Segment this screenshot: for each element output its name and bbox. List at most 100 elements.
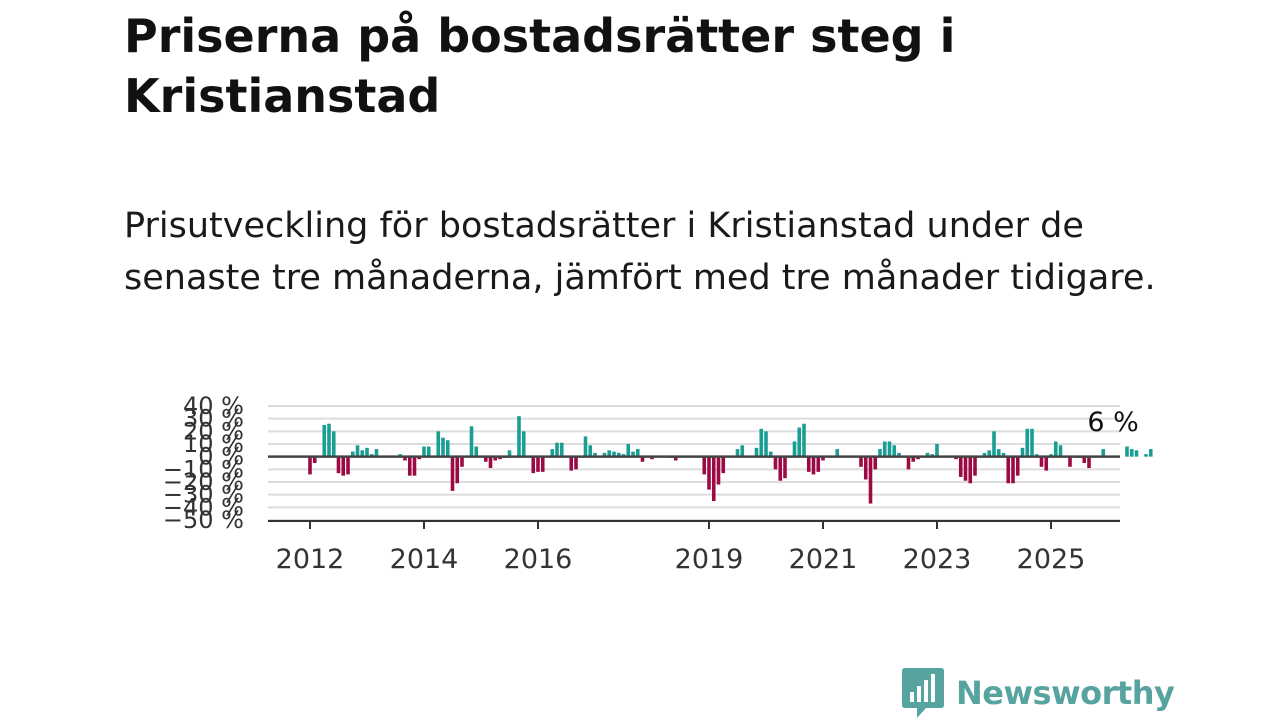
bar — [327, 423, 331, 457]
bar — [550, 449, 555, 457]
y-tick-label: 0 % — [198, 443, 244, 471]
bar — [588, 445, 593, 457]
grid-lines — [268, 405, 1120, 521]
y-tick-label: −30 % — [163, 481, 244, 509]
bar — [531, 456, 536, 474]
bar — [806, 456, 811, 472]
bar — [882, 441, 887, 457]
bar — [1148, 449, 1153, 457]
bar — [702, 456, 707, 475]
bar — [792, 441, 797, 457]
bar — [935, 444, 939, 457]
bar — [631, 451, 635, 457]
bar — [369, 454, 374, 457]
bar — [474, 446, 479, 457]
bar — [450, 456, 455, 491]
bar — [536, 456, 540, 472]
bar — [483, 456, 488, 462]
bar — [958, 456, 963, 477]
bar — [360, 450, 365, 457]
bar — [925, 452, 930, 457]
bar — [417, 456, 422, 460]
bar — [583, 436, 588, 457]
bar — [906, 456, 911, 470]
y-tick-label: 30 % — [183, 405, 244, 433]
bar — [1020, 447, 1025, 457]
x-tick-label: 2012 — [276, 544, 345, 575]
bar — [897, 452, 901, 457]
x-tick-label: 2021 — [789, 544, 858, 575]
bar — [350, 451, 355, 457]
newsworthy-logo[interactable]: Newsworthy — [902, 668, 1175, 718]
bar — [892, 445, 897, 457]
bar — [707, 456, 711, 490]
bar — [1129, 449, 1134, 457]
bar — [331, 431, 336, 457]
bar — [1006, 456, 1011, 484]
bar — [488, 456, 493, 469]
bar — [374, 449, 379, 457]
bar — [711, 456, 716, 501]
bar — [569, 456, 574, 471]
bar — [521, 431, 526, 457]
bar — [1044, 456, 1049, 471]
bar — [963, 456, 968, 481]
bar — [773, 456, 778, 470]
bar — [355, 445, 360, 457]
bar — [916, 456, 920, 460]
bar — [1068, 456, 1072, 467]
bar — [996, 449, 1001, 457]
bar — [835, 449, 840, 457]
bar — [878, 449, 882, 457]
bar — [821, 456, 825, 461]
bar — [426, 446, 431, 457]
bar — [346, 456, 350, 475]
bar — [764, 431, 768, 457]
bar — [441, 437, 445, 457]
bar — [341, 456, 346, 476]
newsworthy-logo-icon — [902, 668, 944, 718]
bar — [626, 444, 631, 457]
bar — [336, 456, 341, 474]
bar — [621, 454, 626, 457]
bar — [911, 456, 916, 462]
bar — [650, 456, 654, 460]
bar — [759, 428, 764, 457]
bar — [859, 456, 863, 467]
bar — [1039, 456, 1044, 467]
bar — [407, 456, 412, 476]
bar — [1015, 456, 1020, 476]
bar — [507, 450, 512, 457]
last-value-annotation: 6 % — [1087, 407, 1138, 438]
x-tick-label: 2016 — [504, 544, 573, 575]
bar — [768, 451, 773, 457]
tick-labels: 40 %30 %20 %10 %0 %−10 %−20 %−30 %−40 %−… — [163, 392, 1139, 575]
bar — [1058, 445, 1063, 457]
bar — [602, 452, 607, 457]
y-tick-label: −10 % — [163, 455, 244, 483]
bar — [593, 452, 597, 457]
bar — [797, 427, 802, 457]
bar — [1082, 456, 1087, 463]
bar — [1087, 456, 1091, 469]
bar — [1025, 428, 1030, 457]
chart-subtitle: Prisutveckling för bostadsrätter i Krist… — [124, 206, 1156, 298]
x-tick-label: 2019 — [675, 544, 744, 575]
bar — [365, 447, 369, 457]
bar — [436, 431, 441, 457]
bar — [403, 456, 407, 461]
bar — [802, 423, 806, 457]
x-tick-label: 2023 — [903, 544, 972, 575]
bar — [455, 456, 460, 484]
bar — [469, 426, 474, 457]
bar — [783, 456, 787, 479]
bar — [1134, 450, 1139, 457]
bar — [559, 442, 564, 457]
bar — [1049, 454, 1053, 457]
bar — [445, 440, 450, 457]
bar — [887, 441, 892, 457]
x-tick-label: 2025 — [1017, 544, 1086, 575]
bar — [930, 454, 935, 457]
bar — [811, 456, 816, 475]
bar — [1101, 449, 1106, 457]
